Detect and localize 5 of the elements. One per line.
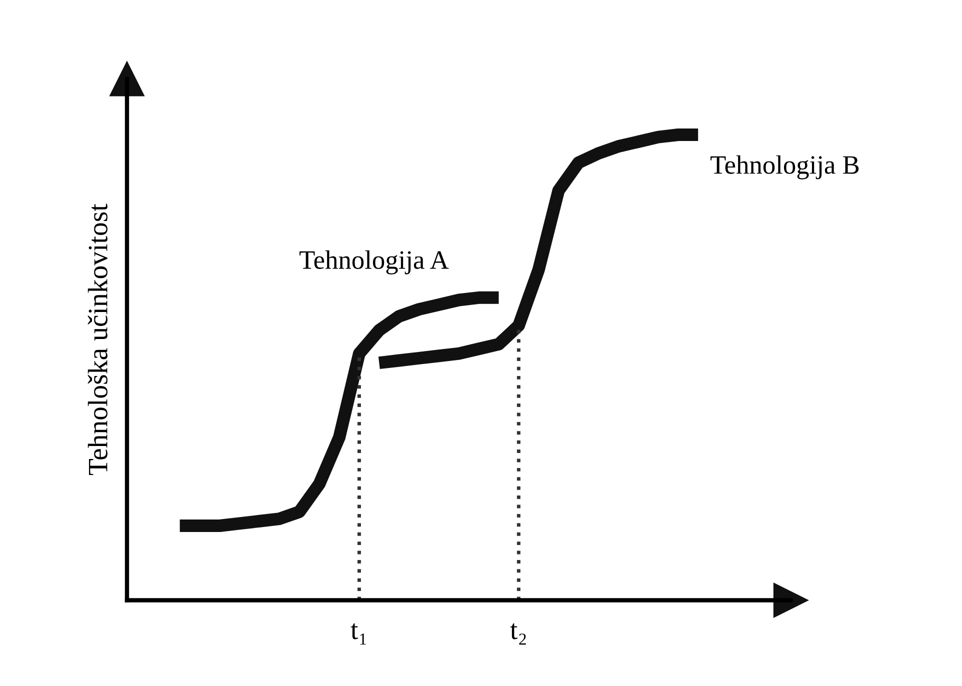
series-label: Tehnologija A bbox=[300, 250, 449, 274]
y-axis-title: Tehnološka učinkovitost bbox=[88, 204, 108, 476]
x-tick-label: t₂ bbox=[510, 623, 526, 645]
x-tick-label: t₁ bbox=[350, 623, 366, 645]
series-label: Tehnologija B bbox=[710, 155, 859, 180]
